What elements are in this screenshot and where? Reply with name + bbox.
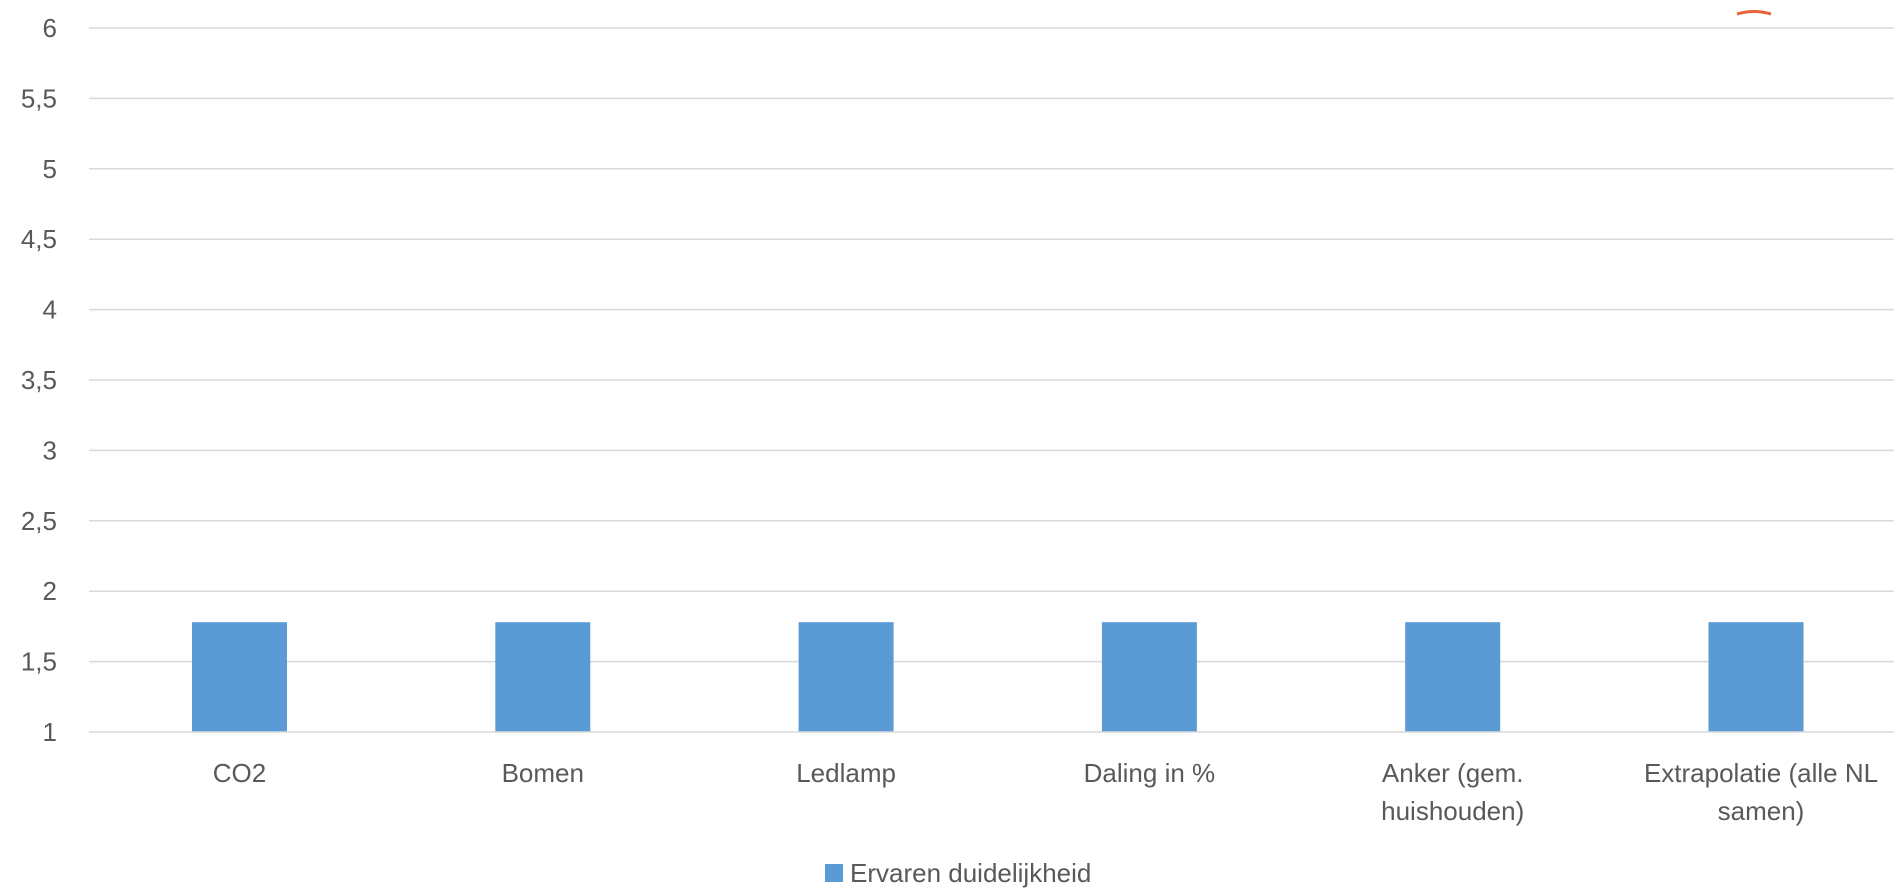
y-tick-label: 1	[43, 717, 57, 747]
x-tick-label-line: Daling in %	[1084, 758, 1216, 788]
x-tick-label-line: CO2	[213, 758, 266, 788]
orange-arc-marker	[1736, 10, 1772, 16]
y-axis-tick-labels: 1 1,5 2 2,5 3 3,5 4 4,5 5 5,5 6	[21, 13, 57, 747]
x-axis-category-labels: CO2 Bomen Ledlamp Daling in % Anker (gem. hui…	[213, 758, 1878, 826]
x-tick-label-line: Ledlamp	[796, 758, 896, 788]
x-tick-label-line: Anker (gem.	[1382, 758, 1524, 788]
x-tick-label-line: Extrapolatie (alle NL	[1644, 758, 1878, 788]
bar	[495, 622, 591, 732]
x-tick-label: Bomen	[502, 758, 584, 788]
x-tick-label: Anker (gem. huishouden)	[1381, 758, 1524, 826]
x-tick-label: Daling in %	[1084, 758, 1216, 788]
bar	[1101, 622, 1197, 732]
bar	[1708, 622, 1804, 732]
x-tick-label-line: samen)	[1718, 796, 1805, 826]
x-tick-label: CO2	[213, 758, 266, 788]
y-tick-label: 3,5	[21, 365, 57, 395]
decorations	[1736, 10, 1772, 16]
y-tick-label: 6	[43, 13, 57, 43]
legend-swatch	[825, 864, 843, 882]
y-tick-label: 5	[43, 154, 57, 184]
y-tick-label: 1,5	[21, 647, 57, 677]
legend-label: Ervaren duidelijkheid	[850, 858, 1091, 888]
bar	[798, 622, 894, 732]
bar	[192, 622, 287, 732]
x-tick-label-line: huishouden)	[1381, 796, 1524, 826]
x-tick-label: Ledlamp	[796, 758, 896, 788]
bars	[192, 622, 1804, 732]
y-tick-label: 4	[43, 295, 57, 325]
y-tick-label: 3	[43, 435, 57, 465]
y-tick-label: 4,5	[21, 224, 57, 254]
legend: Ervaren duidelijkheid	[825, 858, 1091, 888]
x-tick-label: Extrapolatie (alle NL samen)	[1644, 758, 1878, 826]
bar	[1405, 622, 1501, 732]
x-tick-label-line: Bomen	[502, 758, 584, 788]
y-tick-label: 5,5	[21, 83, 57, 113]
y-tick-label: 2,5	[21, 506, 57, 536]
gridlines	[89, 27, 1894, 663]
y-tick-label: 2	[43, 576, 57, 606]
